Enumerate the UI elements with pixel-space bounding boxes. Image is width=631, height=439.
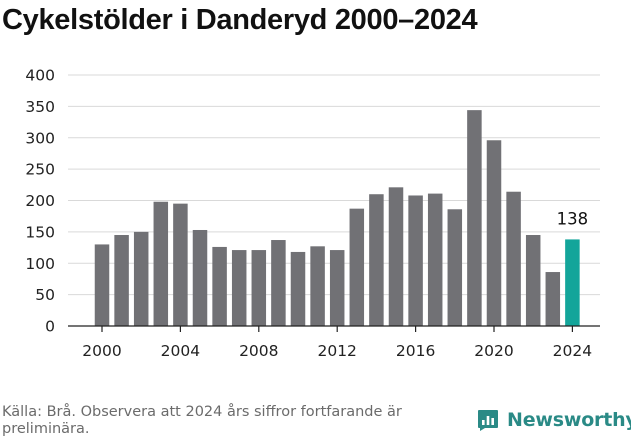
bar-2020 (486, 140, 502, 326)
y-tick-label: 150 (25, 223, 55, 241)
bar-2003 (153, 201, 169, 326)
annotations: 138 (557, 209, 589, 228)
x-tick-label: 2024 (553, 342, 592, 360)
y-tick-label: 250 (25, 161, 55, 179)
brand: Newsworthy (476, 408, 631, 432)
bar-2022 (525, 235, 541, 326)
newsworthy-logo-icon (478, 410, 498, 431)
x-tick-label: 2004 (161, 342, 200, 360)
bar-2005 (192, 229, 208, 326)
bar-2010 (290, 251, 306, 326)
bar-chart: 0 50 100 150 200 250 300 350 400 2000 2004 2008 201… (25, 67, 600, 360)
bar-2014 (369, 194, 384, 326)
bar-2023 (545, 272, 561, 326)
y-tick-label: 0 (45, 318, 55, 336)
x-tick-label: 2012 (317, 342, 356, 360)
x-tick-label: 2008 (239, 342, 278, 360)
y-tick-label: 400 (25, 67, 55, 85)
chart-title: Cykelstölder i Danderyd 2000–2024 (2, 4, 478, 36)
bar-2001 (114, 235, 129, 326)
bar-2024 (565, 239, 580, 326)
bar-2002 (133, 231, 149, 327)
y-tick-label: 100 (25, 255, 55, 273)
x-axis: 2000 2004 2008 2012 2016 2020 2024 (82, 326, 592, 360)
y-tick-label: 350 (25, 98, 55, 116)
bar-2011 (310, 246, 325, 326)
highlight-data-label: 138 (557, 209, 589, 228)
bars (94, 110, 580, 327)
bar-2008 (251, 250, 267, 326)
bar-2019 (467, 110, 482, 326)
x-tick-label: 2000 (82, 342, 121, 360)
source-note: Källa: Brå. Observera att 2024 års siffr… (2, 404, 402, 437)
bar-2004 (173, 203, 188, 326)
y-tick-label: 300 (25, 129, 55, 147)
y-tick-label: 200 (25, 192, 55, 210)
bar-2016 (408, 195, 423, 326)
brand-name: Newsworthy (507, 409, 631, 431)
bar-2018 (447, 209, 463, 326)
bar-2000 (94, 244, 110, 326)
x-tick-label: 2016 (396, 342, 435, 360)
bar-2013 (349, 208, 365, 326)
y-tick-label: 50 (35, 286, 55, 304)
bar-2006 (212, 246, 227, 326)
bar-2015 (388, 187, 404, 326)
x-tick-label: 2020 (474, 342, 513, 360)
bar-2021 (506, 191, 521, 326)
bar-2012 (329, 250, 345, 326)
bar-2009 (271, 240, 286, 326)
y-axis-labels: 0 50 100 150 200 250 300 350 400 (25, 67, 55, 336)
bar-2017 (427, 193, 443, 326)
bar-2007 (231, 250, 247, 326)
